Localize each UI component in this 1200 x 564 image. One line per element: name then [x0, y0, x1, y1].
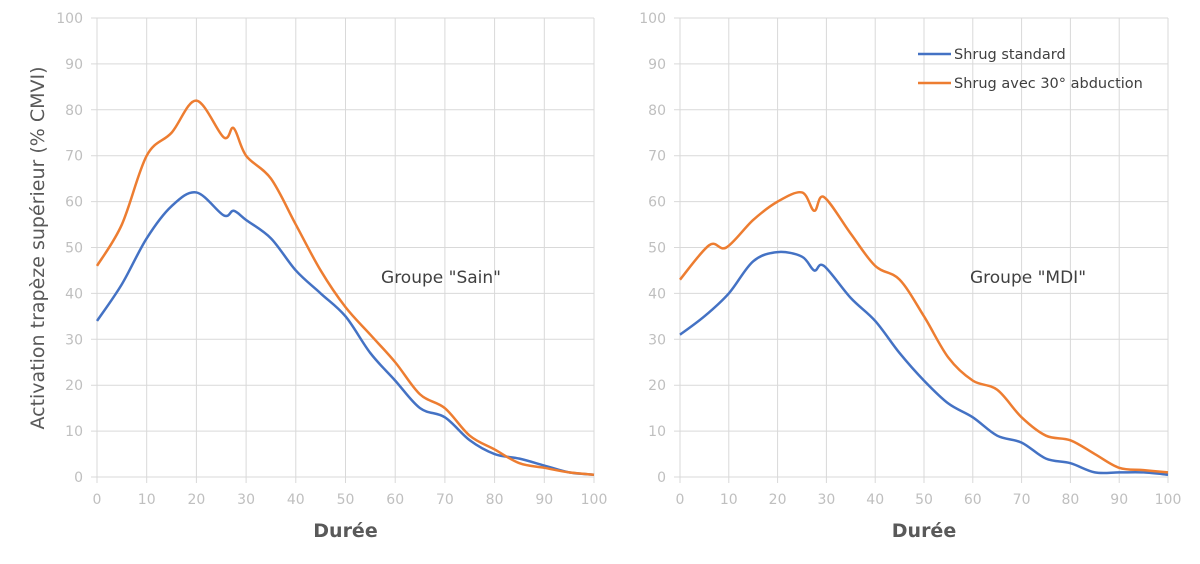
y-tick-label: 60	[648, 195, 666, 211]
legend-label: Shrug avec 30° abduction	[954, 76, 1143, 92]
x-tick-label: 0	[93, 492, 102, 508]
x-tick-label: 40	[866, 492, 884, 508]
x-tick-label: 30	[237, 492, 255, 508]
legend-label: Shrug standard	[954, 47, 1066, 63]
x-tick-label: 70	[1013, 492, 1031, 508]
y-tick-label: 90	[65, 57, 83, 73]
x-tick-label: 40	[287, 492, 305, 508]
x-tick-label: 80	[1061, 492, 1079, 508]
x-tick-label: 20	[187, 492, 205, 508]
x-tick-label: 70	[436, 492, 454, 508]
series-line-shrug-standard	[679, 250, 1169, 476]
legend-item: Shrug avec 30° abduction	[918, 76, 1143, 92]
x-tick-label: 90	[535, 492, 553, 508]
group-annotation: Groupe "Sain"	[381, 268, 501, 288]
y-tick-label: 100	[56, 11, 83, 27]
x-tick-label: 10	[720, 492, 738, 508]
y-tick-label: 70	[65, 149, 83, 165]
x-tick-label: 50	[915, 492, 933, 508]
x-tick-label: 80	[486, 492, 504, 508]
y-tick-label: 70	[648, 149, 666, 165]
x-axis-label: Durée	[313, 520, 377, 542]
y-tick-label: 50	[648, 241, 666, 257]
y-tick-label: 0	[657, 470, 666, 486]
x-tick-label: 30	[817, 492, 835, 508]
x-tick-label: 10	[138, 492, 156, 508]
x-tick-label: 100	[1155, 492, 1182, 508]
y-tick-label: 100	[639, 11, 666, 27]
x-tick-label: 60	[964, 492, 982, 508]
chart-panel-2: 0 10 20 30 40 50 60 70 80 90 100 0 10 20 30 40 50 60 70 80 9…	[639, 11, 1181, 542]
y-tick-label: 10	[65, 424, 83, 440]
y-tick-label: 10	[648, 424, 666, 440]
series-line-shrug-abduction	[95, 99, 595, 476]
y-tick-label: 20	[648, 378, 666, 394]
y-tick-label: 80	[65, 103, 83, 119]
y-tick-label: 80	[648, 103, 666, 119]
y-tick-label: 40	[65, 286, 83, 302]
series-line-shrug-abduction	[679, 190, 1169, 474]
y-tick-label: 40	[648, 286, 666, 302]
legend-item: Shrug standard	[918, 47, 1066, 63]
chart-panel-1: 0 10 20 30 40 50 60 70 80 90 100 0 10 20 30 40 50 60 70 80 9…	[56, 11, 607, 542]
y-tick-label: 60	[65, 195, 83, 211]
x-tick-label: 90	[1110, 492, 1128, 508]
y-tick-label: 50	[65, 241, 83, 257]
y-tick-label: 30	[65, 332, 83, 348]
y-tick-label: 30	[648, 332, 666, 348]
x-tick-label: 60	[386, 492, 404, 508]
x-tick-label: 0	[676, 492, 685, 508]
group-annotation: Groupe "MDI"	[970, 268, 1086, 288]
x-axis-label: Durée	[892, 520, 956, 542]
y-tick-label: 20	[65, 378, 83, 394]
y-tick-label: 0	[74, 470, 83, 486]
x-tick-label: 100	[581, 492, 608, 508]
y-axis-label: Activation trapèze supérieur (% CMVI)	[27, 66, 49, 429]
x-tick-label: 20	[769, 492, 787, 508]
x-tick-label: 50	[337, 492, 355, 508]
y-tick-label: 90	[648, 57, 666, 73]
